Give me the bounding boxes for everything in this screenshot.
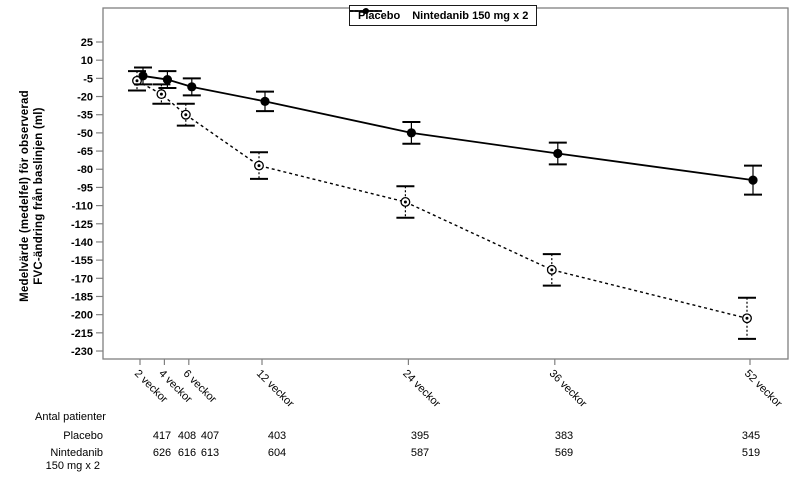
- patient-count: 345: [741, 430, 761, 442]
- patient-count: 403: [267, 430, 287, 442]
- y-tick-label: -95: [77, 182, 93, 194]
- patient-count: 626: [152, 447, 172, 459]
- patient-count: 407: [200, 430, 220, 442]
- patient-count: 408: [177, 430, 197, 442]
- nintedanib-solid-line-sample-icon: [350, 8, 382, 14]
- patient-count: 383: [554, 430, 574, 442]
- y-tick-label: -50: [77, 128, 93, 140]
- legend-label-nintedanib: Nintedanib 150 mg x 2: [412, 9, 529, 22]
- x-tick-label: 52 veckor: [742, 368, 784, 410]
- placebo-marker-dot: [257, 164, 261, 168]
- y-tick-label: 25: [81, 37, 93, 49]
- placebo-marker-dot: [184, 113, 188, 117]
- nintedanib-marker: [553, 148, 563, 159]
- nintedanib-marker: [187, 82, 197, 92]
- y-tick-label: -185: [71, 291, 93, 303]
- nintedanib-marker: [162, 74, 172, 85]
- y-tick-label: -125: [71, 219, 93, 231]
- patient-count: 616: [177, 447, 197, 459]
- y-tick-label: -140: [71, 237, 93, 249]
- nintedanib-marker: [748, 175, 758, 185]
- nintedanib-series-line: [142, 75, 754, 182]
- y-tick-label: -80: [77, 164, 93, 176]
- x-tick-label: 36 veckor: [547, 368, 589, 410]
- patients-row-label-placebo: Placebo: [63, 430, 103, 442]
- placebo-marker-dot: [550, 268, 554, 272]
- placebo-marker-dot: [135, 79, 139, 83]
- patient-count: 519: [741, 447, 761, 459]
- y-tick-label: -155: [71, 255, 93, 267]
- patient-count: 604: [267, 447, 287, 459]
- y-tick-label: 10: [81, 55, 93, 67]
- placebo-series-line: [136, 80, 748, 319]
- patients-row-label-nintedanib: Nintedanib: [50, 447, 103, 459]
- y-tick-label: -65: [77, 146, 93, 158]
- x-tick-label: 12 veckor: [254, 368, 296, 410]
- patient-count: 395: [410, 430, 430, 442]
- y-tick-label: -170: [71, 273, 93, 285]
- y-tick-label: -5: [83, 73, 93, 85]
- patient-count: 587: [410, 447, 430, 459]
- nintedanib-marker: [138, 71, 148, 81]
- placebo-marker-dot: [403, 200, 407, 204]
- placebo-marker-dot: [745, 316, 749, 320]
- y-tick-label: -230: [71, 346, 93, 358]
- x-tick-label: 24 veckor: [400, 368, 442, 410]
- patients-row-label-nintedanib-dose: 150 mg x 2: [45, 460, 100, 472]
- y-tick-label: -35: [77, 110, 93, 122]
- patient-count: 417: [152, 430, 172, 442]
- nintedanib-marker: [260, 96, 270, 106]
- placebo-marker-dot: [159, 92, 163, 96]
- y-tick-label: -20: [77, 92, 93, 104]
- patient-count: 569: [554, 447, 574, 459]
- patients-table-title: Antal patienter: [35, 411, 106, 423]
- legend-item-nintedanib: Nintedanib 150 mg x 2: [350, 8, 529, 22]
- y-tick-label: -110: [72, 201, 93, 213]
- legend: Placebo Nintedanib 150 mg x 2: [349, 5, 538, 26]
- plot-frame: [102, 7, 789, 360]
- patient-count: 613: [200, 447, 220, 459]
- y-tick-label: -200: [71, 310, 93, 322]
- y-tick-label: -215: [71, 328, 93, 340]
- nintedanib-marker: [406, 128, 416, 138]
